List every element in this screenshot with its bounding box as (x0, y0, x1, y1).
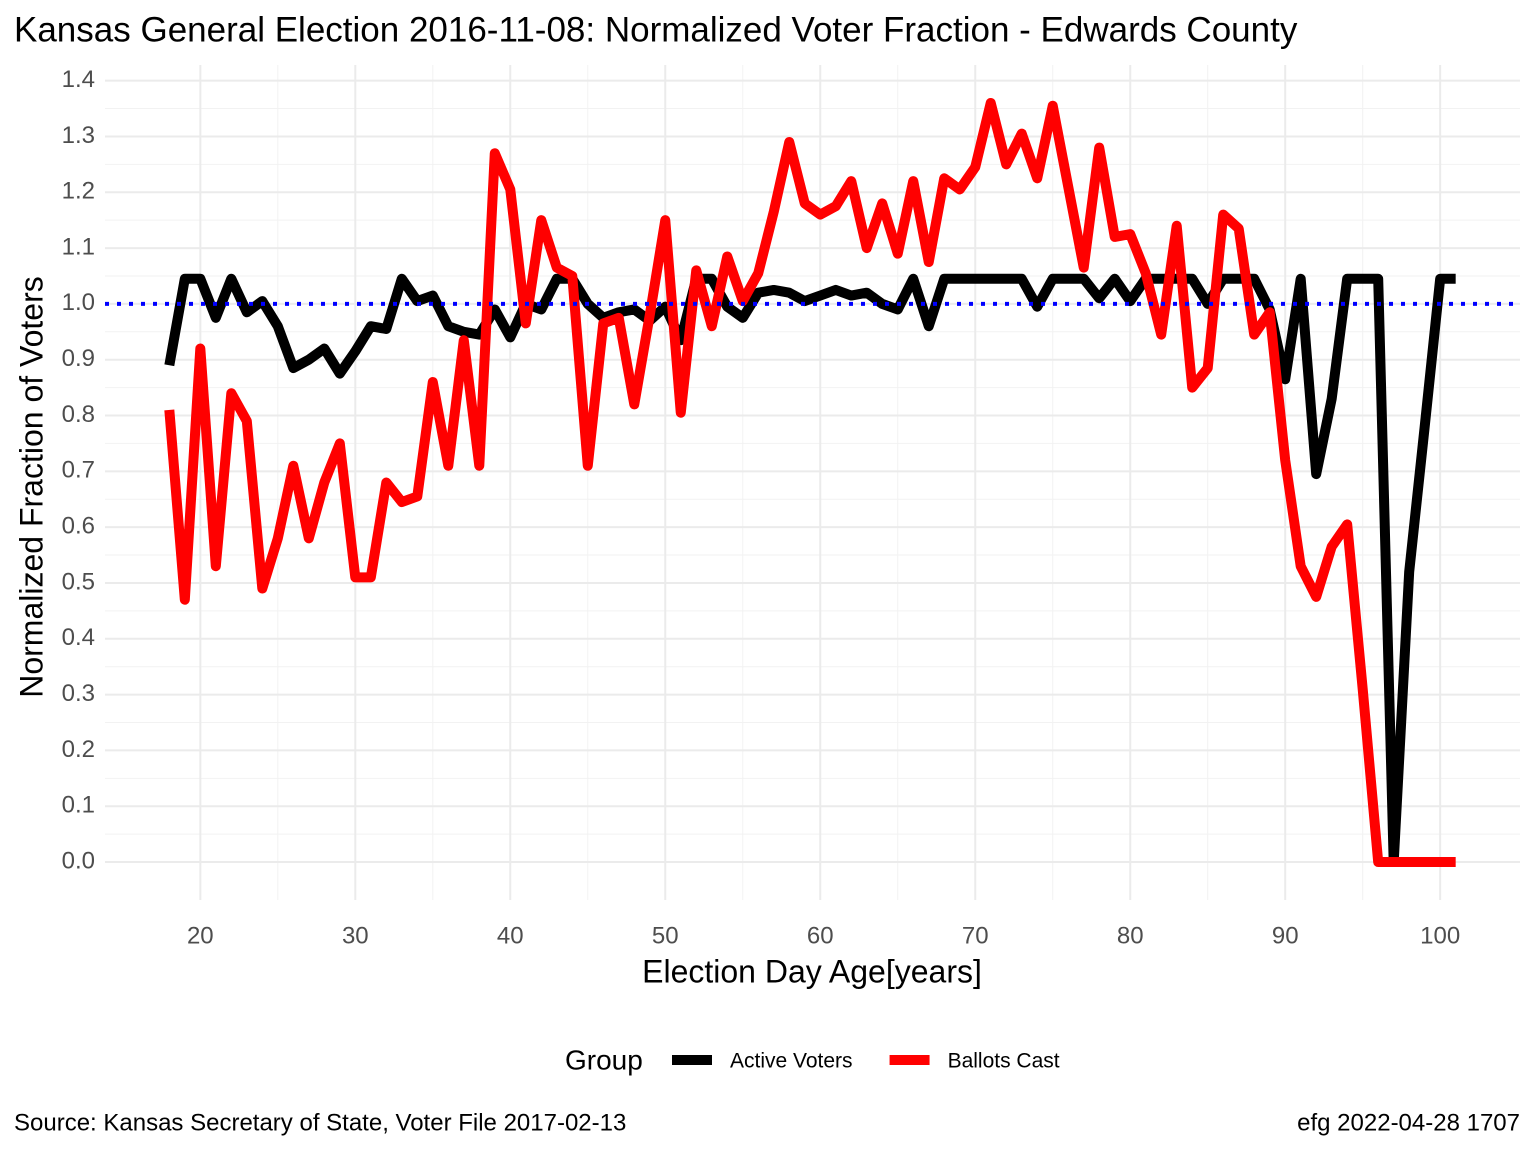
legend-title: Group (565, 1044, 643, 1075)
y-tick-label: 0.5 (62, 568, 95, 595)
y-tick-label: 1.1 (62, 233, 95, 260)
y-tick-label: 1.4 (62, 66, 95, 93)
y-tick-label: 0.8 (62, 401, 95, 428)
y-tick-label: 0.4 (62, 624, 95, 651)
series-line (164, 97, 1456, 868)
caption-right: efg 2022-04-28 1707 (1297, 1109, 1520, 1136)
x-tick-label: 70 (962, 922, 989, 949)
x-tick-label: 60 (807, 922, 834, 949)
caption-left: Source: Kansas Secretary of State, Voter… (14, 1109, 626, 1136)
x-tick-label: 100 (1420, 922, 1460, 949)
y-tick-label: 0.0 (62, 847, 95, 874)
x-tick-label: 20 (187, 922, 214, 949)
y-tick-label: 1.2 (62, 178, 95, 205)
y-tick-label: 0.2 (62, 736, 95, 763)
x-tick-label: 80 (1117, 922, 1144, 949)
y-axis-title: Normalized Fraction of Voters (13, 276, 49, 698)
chart-title: Kansas General Election 2016-11-08: Norm… (14, 10, 1298, 49)
x-axis-title: Election Day Age[years] (642, 953, 982, 989)
y-tick-label: 1.0 (62, 289, 95, 316)
y-tick-label: 0.1 (62, 792, 95, 819)
y-tick-label: 0.9 (62, 345, 95, 372)
x-tick-label: 50 (652, 922, 679, 949)
x-tick-label: 90 (1272, 922, 1299, 949)
series-line (164, 273, 1456, 868)
x-tick-label: 30 (342, 922, 369, 949)
y-tick-label: 0.3 (62, 680, 95, 707)
x-tick-label: 40 (497, 922, 524, 949)
y-tick-label: 0.6 (62, 512, 95, 539)
y-tick-label: 1.3 (62, 122, 95, 149)
y-tick-label: 0.7 (62, 457, 95, 484)
legend-label: Active Voters (730, 1050, 853, 1073)
legend-label: Ballots Cast (948, 1050, 1060, 1073)
